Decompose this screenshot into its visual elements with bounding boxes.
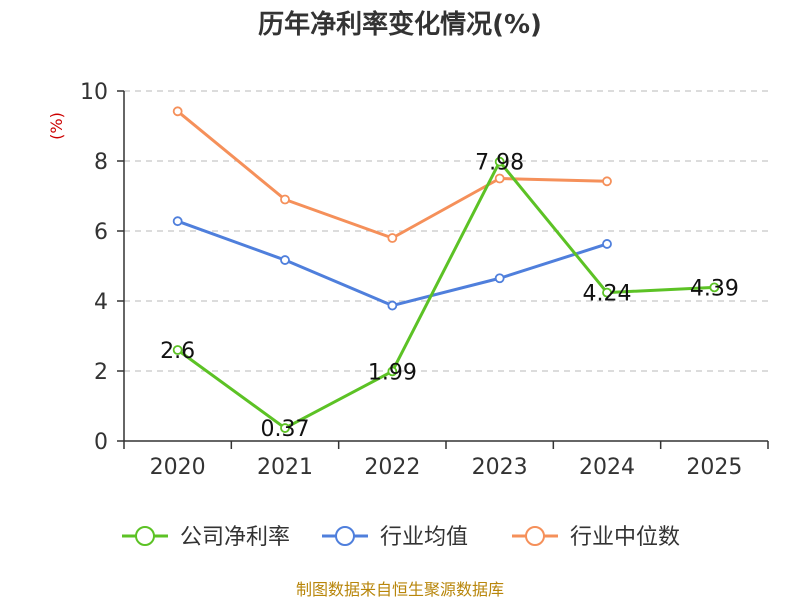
x-tick-label: 2020 (150, 455, 206, 480)
data-point (387, 366, 398, 377)
data-point (387, 233, 398, 243)
y-tick-label: 2 (94, 360, 108, 385)
data-labels: 2.6 0.37 1.99 7.98 4.24 4.39 (160, 151, 739, 442)
data-point (387, 300, 398, 311)
legend-label: 行业均值 (380, 525, 468, 550)
data-point (280, 423, 290, 433)
y-axis-unit: (%) (47, 112, 66, 140)
y-tick-label: 6 (94, 220, 108, 245)
data-point (602, 176, 612, 187)
data-label: 7.98 (475, 151, 524, 176)
data-point (494, 273, 505, 284)
x-tick-label: 2021 (257, 455, 313, 480)
series-layer (172, 106, 720, 433)
chart-title: 历年净利率变化情况(%) (258, 9, 542, 40)
series-line (176, 160, 715, 430)
data-point (494, 173, 505, 184)
legend: 公司净利率 行业均值 行业中位数 (122, 525, 680, 550)
data-label: 0.37 (261, 417, 310, 442)
data-point (709, 282, 720, 293)
x-tick-label: 2025 (686, 455, 742, 480)
data-point (172, 216, 183, 227)
source-note: 制图数据来自恒生聚源数据库 (296, 580, 504, 599)
data-point (280, 194, 290, 205)
data-label: 1.99 (368, 360, 417, 385)
x-tick-label: 2022 (364, 455, 420, 480)
grid-lines (124, 90, 768, 372)
y-tick-label: 8 (94, 150, 108, 175)
data-point (494, 156, 505, 167)
data-point (172, 345, 183, 355)
axes: 0 2 4 6 8 10 2020 2021 2022 2023 2024 2025 (80, 80, 769, 480)
data-point (602, 239, 612, 249)
data-point (602, 287, 612, 298)
legend-marker (525, 526, 545, 546)
data-point (172, 106, 183, 117)
data-label: 4.39 (690, 276, 739, 301)
data-label: 2.6 (160, 339, 195, 364)
legend-label: 行业中位数 (570, 525, 680, 550)
x-tick-label: 2023 (472, 455, 528, 480)
series-line (176, 110, 608, 240)
y-tick-label: 0 (94, 430, 108, 455)
y-tick-label: 10 (80, 80, 108, 105)
legend-marker (135, 526, 155, 546)
x-tick-label: 2024 (579, 455, 635, 480)
legend-marker (335, 526, 355, 546)
y-tick-label: 4 (94, 290, 108, 315)
data-point (280, 255, 290, 265)
legend-label: 公司净利率 (180, 525, 290, 550)
data-label: 4.24 (583, 282, 632, 307)
